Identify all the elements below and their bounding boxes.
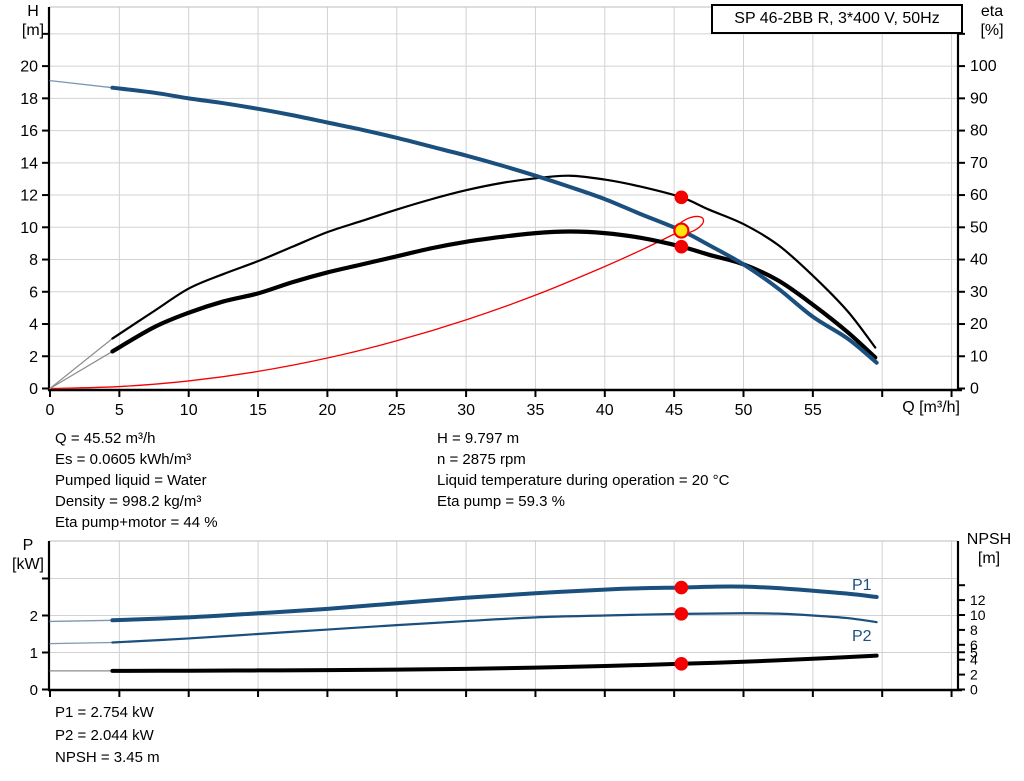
tick-label: 15: [249, 402, 267, 419]
tick-label: 0: [30, 682, 38, 699]
curve-label-p2: P2: [852, 628, 872, 645]
operating-point-dot: [674, 190, 689, 205]
op-liquid-temperature: Liquid temperature during operation = 20…: [437, 472, 730, 489]
tick-label: 0: [970, 381, 979, 398]
tick-label: 45: [665, 402, 683, 419]
op-p1-value: P1 = 2.754 kW: [55, 704, 154, 721]
tick-label: 60: [970, 187, 988, 204]
op-pumped-liquid: Pumped liquid = Water: [55, 472, 207, 489]
op-eta-pump-motor: Eta pump+motor = 44 %: [55, 514, 218, 531]
p1-curve: [49, 619, 114, 623]
operating-point-dot: [674, 607, 689, 621]
tick-label: 6: [29, 284, 38, 301]
npsh-curve: [110, 653, 879, 673]
tick-label: 1: [30, 645, 38, 662]
tick-label: 80: [970, 123, 988, 140]
tick-label: 50: [735, 402, 753, 419]
p-axis-title: P [kW]: [4, 536, 52, 574]
eta-axis-title-line1: eta: [980, 3, 1004, 20]
duty-point-marker: [673, 222, 690, 239]
tick-label: 70: [970, 155, 988, 172]
operating-point-bottom-block: P1 = 2.754 kW P2 = 2.044 kW NPSH = 3.45 …: [55, 702, 160, 770]
tick-label: 20: [319, 402, 337, 419]
tick-label: 0: [970, 682, 978, 698]
tick-label: 10: [20, 220, 38, 237]
op-density: Density = 998.2 kg/m³: [55, 493, 202, 510]
eta-pump-curve: [49, 337, 114, 390]
h-axis-title-line1: H: [27, 3, 39, 20]
head-curve: [110, 85, 879, 365]
op-q-value: Q = 45.52 m³/h: [55, 430, 156, 447]
hq-eta-chart: 0 5 10 15 20 25 30 35 40 45 50 55 0 2 4 6 8 10 12 14 16 18 20 0…: [20, 6, 997, 419]
tick-label: 30: [457, 402, 475, 419]
npsh-axis-title: NPSH [m]: [956, 530, 1022, 568]
tick-label: 5: [970, 644, 978, 660]
p-axis-title-line1: P: [22, 537, 34, 554]
tick-label: 20: [20, 59, 38, 76]
tick-label: 12: [970, 592, 986, 608]
op-h-value: H = 9.797 m: [437, 430, 520, 447]
tick-label: 2: [29, 349, 38, 366]
curve-label-p1: P1: [852, 577, 872, 594]
p1-curve: [110, 584, 879, 623]
tick-label: 50: [970, 219, 988, 236]
op-speed: n = 2875 rpm: [437, 451, 526, 468]
tick-label: 10: [970, 607, 986, 623]
p2-curve: [49, 641, 114, 645]
tick-label: 10: [180, 402, 198, 419]
tick-label: 0: [46, 402, 55, 419]
tick-label: 18: [20, 91, 38, 108]
op-p2-value: P2 = 2.044 kW: [55, 726, 154, 744]
operating-point-dot: [674, 580, 689, 595]
tick-label: 35: [527, 402, 545, 419]
h-axis-title-line2: [m]: [21, 22, 45, 39]
tick-label: 20: [970, 316, 988, 333]
op-npsh-value: NPSH = 3.45 m: [55, 749, 160, 766]
eta-pump-motor-curve: [49, 350, 114, 390]
op-es-value: Es = 0.0605 kWh/m³: [55, 451, 192, 468]
tick-label: 10: [970, 348, 988, 365]
tick-label: 8: [970, 622, 978, 638]
operating-point-right-column: H = 9.797 m n = 2875 rpm Liquid temperat…: [437, 428, 729, 512]
tick-label: 90: [970, 90, 988, 107]
eta-axis-title: eta [%]: [966, 2, 1018, 40]
tick-label: 2: [970, 667, 978, 683]
tick-label: 2: [30, 608, 38, 625]
npsh-axis-title-line1: NPSH: [966, 531, 1012, 548]
tick-label: 16: [20, 123, 38, 140]
tick-label: 40: [596, 402, 614, 419]
operating-point-left-column: Q = 45.52 m³/h Es = 0.0605 kWh/m³ Pumped…: [55, 428, 218, 533]
tick-label: 4: [29, 317, 38, 334]
tick-label: 55: [804, 402, 822, 419]
tick-label: 12: [20, 188, 38, 205]
system-curve: [49, 227, 686, 390]
tick-label: 14: [20, 155, 38, 172]
h-axis-title: H [m]: [10, 2, 56, 40]
tick-label: 40: [970, 252, 988, 269]
tick-label: 6: [970, 637, 978, 653]
eta-pump-curve: [111, 174, 877, 349]
tick-label: 4: [970, 652, 978, 668]
p2-curve: [111, 612, 878, 644]
tick-label: 8: [29, 252, 38, 269]
eta-axis-title-line2: [%]: [980, 22, 1004, 39]
tick-label: 100: [970, 58, 997, 75]
tick-label: 0: [29, 381, 38, 398]
q-axis-title: Q [m³/h]: [902, 399, 960, 416]
op-eta-pump: Eta pump = 59.3 %: [437, 493, 565, 510]
tick-label: 25: [388, 402, 406, 419]
operating-point-dot: [674, 656, 689, 671]
npsh-axis-title-line2: [m]: [977, 550, 1001, 567]
tick-label: 30: [970, 284, 988, 301]
pump-title-box: SP 46-2BB R, 3*400 V, 50Hz: [711, 4, 963, 34]
eta-pump-motor-curve: [110, 229, 878, 360]
p-axis-title-line2: [kW]: [12, 556, 44, 573]
tick-label: 5: [115, 402, 124, 419]
head-curve: [49, 79, 114, 89]
operating-point-dot: [674, 239, 689, 254]
